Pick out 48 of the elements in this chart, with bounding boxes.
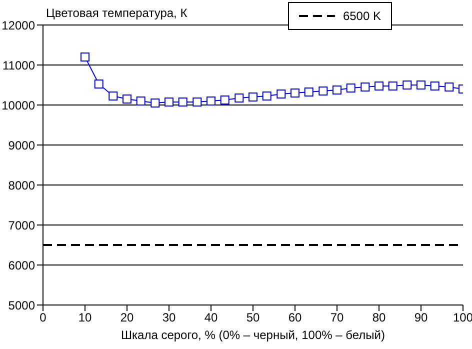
y-tick-label: 5000	[8, 298, 36, 312]
point	[136, 96, 146, 106]
x-tick-label: 40	[204, 310, 218, 325]
point	[192, 98, 202, 106]
point	[276, 90, 286, 98]
x-tick-label: 70	[330, 310, 344, 325]
x-tick-label: 90	[414, 310, 428, 325]
point	[234, 94, 244, 102]
point	[220, 96, 230, 104]
x-tick-label: 80	[372, 310, 386, 325]
y-axis-title: Цветовая температура, К	[46, 6, 188, 20]
y-tick-label: 8000	[8, 178, 36, 192]
point	[122, 94, 132, 104]
y-tick-label: 12000	[2, 18, 36, 32]
point	[94, 80, 104, 88]
y-tick-label: 6000	[8, 258, 36, 272]
point	[388, 82, 398, 90]
x-tick-label: 50	[246, 310, 260, 325]
point	[374, 82, 384, 90]
point	[318, 86, 328, 96]
point	[346, 84, 356, 92]
x-tick-label: 60	[288, 310, 302, 325]
y-tick-label: 9000	[8, 138, 36, 152]
x-tick-label: 20	[120, 310, 134, 325]
point	[206, 96, 216, 106]
point	[304, 88, 314, 96]
point	[80, 52, 90, 62]
legend-label: 6500 K	[342, 9, 381, 23]
x-tick-label: 0	[40, 310, 47, 325]
point	[248, 92, 258, 102]
x-tick-label: 10	[78, 310, 92, 325]
point	[164, 98, 174, 106]
y-tick-label: 11000	[2, 58, 36, 72]
point	[402, 80, 412, 90]
point	[430, 82, 440, 90]
point	[108, 92, 118, 100]
point	[150, 98, 160, 108]
y-tick-label: 7000	[8, 218, 36, 232]
y-tick-label: 10000	[2, 98, 36, 112]
point	[262, 92, 272, 100]
point	[416, 80, 426, 90]
point	[178, 98, 188, 106]
point	[444, 82, 454, 92]
point	[332, 86, 342, 94]
point	[290, 88, 300, 98]
x-axis-title: Шкала серого, % (0% – черный, 100% – белый)	[121, 328, 385, 342]
x-tick-label: 30	[162, 310, 176, 325]
point	[360, 82, 370, 92]
